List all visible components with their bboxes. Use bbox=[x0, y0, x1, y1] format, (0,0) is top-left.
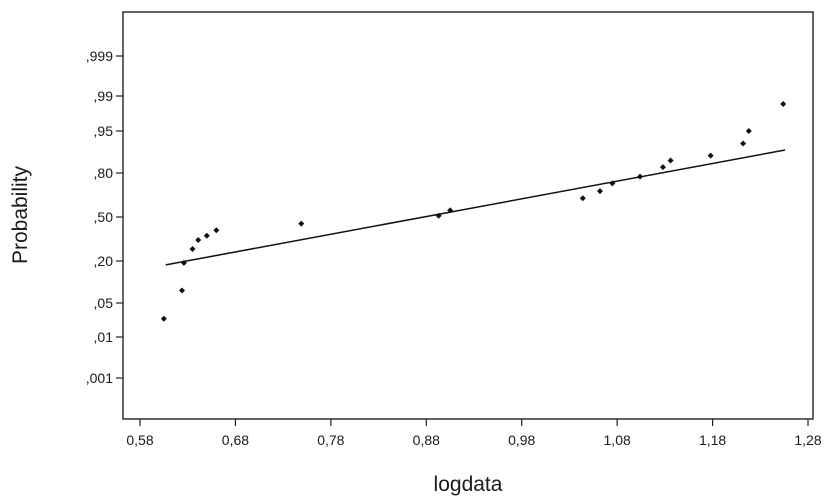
data-point bbox=[447, 207, 454, 214]
x-tick-label: 0,88 bbox=[413, 432, 440, 448]
y-tick-label: ,999 bbox=[86, 48, 113, 64]
data-point bbox=[178, 287, 185, 294]
x-tick-label: 1,28 bbox=[794, 432, 821, 448]
data-point bbox=[707, 152, 714, 159]
fit-line bbox=[165, 149, 786, 266]
x-axis-title: logdata bbox=[434, 473, 503, 496]
data-point bbox=[213, 227, 220, 234]
data-point bbox=[740, 140, 747, 147]
y-tick-label: ,80 bbox=[94, 165, 114, 181]
x-tick-label: 1,18 bbox=[699, 432, 726, 448]
y-tick-label: ,20 bbox=[94, 253, 114, 269]
data-point bbox=[667, 157, 674, 164]
data-point bbox=[637, 173, 644, 180]
data-point bbox=[180, 259, 187, 266]
x-tick-label: 0,78 bbox=[317, 432, 344, 448]
x-tick-label: 0,98 bbox=[508, 432, 535, 448]
data-point bbox=[609, 180, 616, 187]
x-tick-label: 1,08 bbox=[604, 432, 631, 448]
y-axis: ,001 ,01 ,05 ,20 ,50 ,80 ,95 ,99 ,999 bbox=[86, 48, 123, 386]
y-tick-label: ,05 bbox=[94, 295, 114, 311]
data-point bbox=[659, 164, 666, 171]
data-point bbox=[780, 101, 787, 108]
data-point bbox=[579, 195, 586, 202]
data-point bbox=[435, 212, 442, 219]
y-tick-label: ,99 bbox=[94, 88, 114, 104]
x-tick-label: 0,68 bbox=[222, 432, 249, 448]
x-tick-label: 0,58 bbox=[126, 432, 153, 448]
data-point bbox=[203, 232, 210, 239]
data-point bbox=[189, 246, 196, 253]
plot-frame bbox=[122, 11, 814, 420]
x-axis: 0,58 0,68 0,78 0,88 0,98 1,08 1,18 1,28 bbox=[126, 419, 822, 448]
data-points bbox=[160, 101, 787, 322]
data-point bbox=[745, 128, 752, 134]
data-point bbox=[596, 188, 603, 195]
y-tick-label: ,95 bbox=[94, 123, 114, 139]
y-tick-label: ,001 bbox=[86, 370, 113, 386]
y-tick-label: ,01 bbox=[94, 329, 114, 345]
data-point bbox=[195, 236, 202, 243]
data-point bbox=[160, 315, 167, 322]
data-point bbox=[298, 220, 305, 227]
y-axis-title: Probability bbox=[9, 165, 32, 264]
y-tick-label: ,50 bbox=[94, 209, 114, 225]
